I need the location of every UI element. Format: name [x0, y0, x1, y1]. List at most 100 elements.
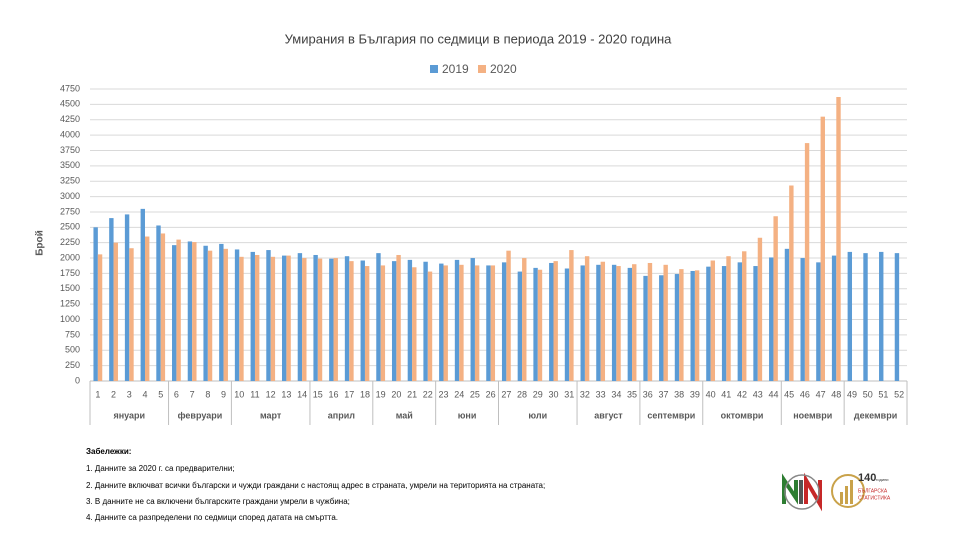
bar: [333, 258, 338, 381]
bar: [302, 258, 307, 381]
y-tick-label: 2000: [60, 252, 80, 262]
bar: [753, 266, 758, 381]
bar: [470, 258, 475, 381]
note: 3. В данните не са включени българските …: [86, 497, 350, 506]
bar: [501, 262, 507, 381]
bar: [659, 275, 664, 381]
bar: [784, 248, 790, 381]
bar: [113, 242, 118, 381]
bar: [239, 256, 244, 381]
bar: [454, 259, 460, 381]
bar: [879, 251, 884, 381]
legend-label: 2019: [442, 62, 469, 76]
bar: [439, 263, 444, 381]
x-tick-label: 11: [250, 389, 259, 399]
bar: [647, 262, 653, 381]
logo-line: БЪЛГАРСКА: [858, 488, 888, 494]
x-tick-label: 32: [580, 389, 590, 399]
bar: [549, 262, 554, 381]
bar: [564, 268, 570, 381]
y-tick-label: 4750: [60, 83, 80, 93]
month-label: май: [396, 410, 413, 420]
bar: [804, 143, 810, 381]
month-label: октомври: [721, 410, 764, 420]
note: 4. Данните са разпределени по седмици сп…: [86, 513, 338, 522]
bar: [286, 255, 291, 381]
bar: [726, 256, 731, 381]
bar: [187, 241, 193, 381]
month-label: ноември: [793, 410, 832, 420]
x-tick-label: 28: [517, 389, 527, 399]
bar: [836, 96, 841, 381]
y-tick-label: 3500: [60, 160, 80, 170]
bar: [160, 233, 166, 381]
bar: [474, 265, 480, 381]
note: 2. Данните включват всички български и ч…: [86, 481, 545, 490]
bar: [769, 257, 774, 381]
bar: [506, 250, 511, 381]
bar: [706, 266, 711, 381]
bar: [97, 254, 103, 381]
x-tick-label: 43: [753, 389, 763, 399]
legend-swatch: [478, 65, 486, 73]
x-tick-label: 30: [548, 389, 558, 399]
bar: [643, 275, 648, 381]
bar: [313, 254, 318, 381]
bar: [553, 261, 558, 381]
x-tick-label: 36: [643, 389, 653, 399]
month-label: декември: [854, 410, 897, 420]
x-tick-label: 38: [674, 389, 684, 399]
bar: [391, 261, 397, 381]
bar: [124, 214, 130, 381]
bar: [349, 261, 354, 381]
bar: [129, 248, 134, 381]
bar: [412, 267, 417, 381]
bar: [789, 185, 794, 381]
bar: [172, 245, 177, 381]
x-tick-label: 44: [768, 389, 778, 399]
bar: [192, 242, 197, 381]
legend-swatch: [430, 65, 438, 73]
y-tick-label: 3750: [60, 145, 80, 155]
chart-title: Умирания в България по седмици в периода…: [285, 31, 673, 46]
y-tick-label: 1250: [60, 299, 80, 309]
bar: [376, 253, 381, 381]
bar: [254, 254, 260, 381]
bar: [317, 258, 323, 381]
x-tick-label: 16: [329, 389, 339, 399]
bar: [632, 264, 637, 381]
x-tick-label: 26: [486, 389, 496, 399]
bar: [223, 248, 228, 381]
x-tick-label: 13: [281, 389, 291, 399]
y-tick-label: 3250: [60, 176, 80, 186]
x-tick-label: 42: [737, 389, 747, 399]
bar: [93, 227, 98, 381]
x-tick-label: 22: [423, 389, 433, 399]
y-tick-label: 4500: [60, 99, 80, 109]
anniversary-logo: 140 години БЪЛГАРСКА СТАТИСТИКА: [831, 472, 891, 508]
y-axis-label: Брой: [35, 230, 46, 256]
month-label: април: [328, 410, 355, 420]
bar: [109, 218, 114, 381]
month-label: февруари: [178, 410, 223, 420]
x-tick-label: 27: [501, 389, 511, 399]
month-label: януари: [113, 410, 145, 420]
x-tick-label: 45: [784, 389, 794, 399]
x-tick-label: 1: [95, 389, 100, 399]
bar: [140, 208, 145, 381]
bar: [234, 249, 240, 381]
x-tick-label: 18: [360, 389, 370, 399]
month-label: август: [594, 410, 623, 420]
x-tick-label: 12: [266, 389, 276, 399]
bar: [486, 265, 491, 381]
legend-label: 2020: [490, 62, 517, 76]
month-label: септември: [647, 410, 695, 420]
x-tick-label: 41: [721, 389, 731, 399]
y-tick-label: 1750: [60, 268, 80, 278]
x-tick-label: 46: [800, 389, 810, 399]
x-tick-label: 25: [470, 389, 480, 399]
bar: [443, 265, 448, 381]
bar: [894, 253, 900, 381]
bar: [144, 236, 150, 381]
